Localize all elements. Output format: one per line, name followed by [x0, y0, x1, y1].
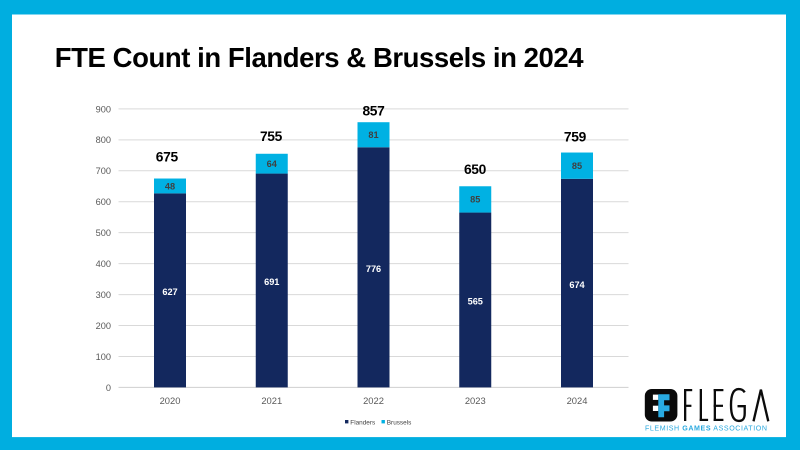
- svg-text:48: 48: [165, 181, 175, 191]
- svg-text:FLEMISH GAMES ASSOCIATION: FLEMISH GAMES ASSOCIATION: [645, 425, 768, 433]
- svg-text:691: 691: [264, 277, 279, 287]
- svg-text:565: 565: [468, 297, 483, 307]
- svg-text:800: 800: [96, 135, 111, 145]
- svg-text:500: 500: [96, 228, 111, 238]
- svg-text:85: 85: [572, 161, 582, 171]
- svg-text:776: 776: [366, 264, 381, 274]
- svg-text:600: 600: [96, 197, 111, 207]
- svg-text:300: 300: [96, 290, 111, 300]
- svg-text:100: 100: [96, 352, 111, 362]
- svg-text:81: 81: [368, 130, 378, 140]
- svg-text:759: 759: [564, 129, 587, 144]
- svg-text:2024: 2024: [567, 395, 588, 406]
- svg-text:64: 64: [267, 159, 278, 169]
- svg-text:650: 650: [464, 162, 487, 177]
- svg-text:627: 627: [162, 287, 177, 297]
- svg-text:900: 900: [96, 104, 111, 114]
- svg-text:675: 675: [156, 150, 179, 165]
- svg-text:0: 0: [106, 383, 111, 393]
- svg-text:FTE Count in Flanders & Brusse: FTE Count in Flanders & Brussels in 2024: [55, 42, 584, 73]
- svg-text:857: 857: [362, 104, 385, 119]
- svg-text:200: 200: [96, 321, 111, 331]
- svg-text:85: 85: [470, 195, 480, 205]
- svg-text:700: 700: [96, 166, 111, 176]
- svg-text:2020: 2020: [160, 395, 181, 406]
- svg-text:400: 400: [96, 259, 111, 269]
- svg-text:Brussels: Brussels: [387, 419, 412, 426]
- svg-text:674: 674: [569, 280, 585, 290]
- svg-text:2023: 2023: [465, 395, 486, 406]
- svg-text:Flanders: Flanders: [350, 419, 375, 426]
- svg-text:755: 755: [260, 129, 283, 144]
- svg-text:2022: 2022: [363, 395, 384, 406]
- svg-text:2021: 2021: [261, 395, 282, 406]
